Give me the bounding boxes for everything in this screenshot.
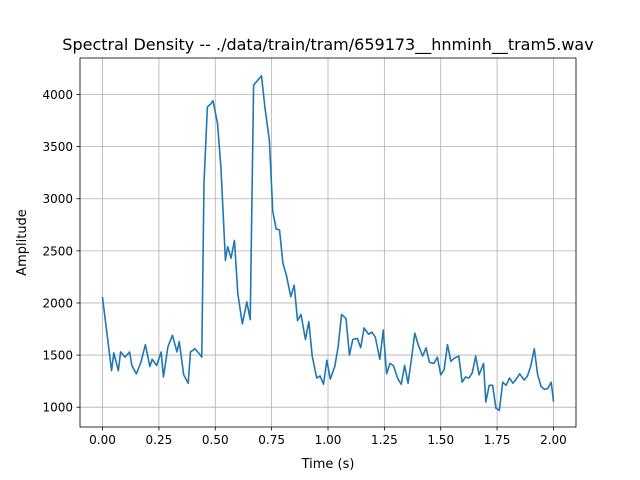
x-axis-label: Time (s) xyxy=(301,457,355,472)
series-layer xyxy=(101,74,555,412)
y-tick-label: 2500 xyxy=(42,244,73,258)
y-tick-label: 1500 xyxy=(42,349,73,363)
y-axis-label: Amplitude xyxy=(15,209,30,276)
x-axis: 0.00 0.25 0.50 0.75 1.00 1.25 1.50 1.75 2.00 xyxy=(89,427,567,447)
x-tick-label: 2.00 xyxy=(540,433,567,447)
x-tick-label: 0.25 xyxy=(146,433,173,447)
y-tick-label: 2000 xyxy=(42,296,73,310)
y-axis: 1000 1500 2000 2500 3000 3500 4000 xyxy=(42,88,80,415)
chart-title: Spectral Density -- ./data/train/tram/65… xyxy=(62,35,593,55)
x-tick-label: 1.75 xyxy=(484,433,511,447)
x-tick-label: 1.00 xyxy=(315,433,342,447)
grid xyxy=(80,58,576,427)
x-tick-label: 0.75 xyxy=(258,433,285,447)
y-tick-label: 3500 xyxy=(42,140,73,154)
x-tick-label: 0.00 xyxy=(89,433,116,447)
x-tick-label: 1.50 xyxy=(427,433,454,447)
series-line xyxy=(101,74,555,412)
y-tick-label: 4000 xyxy=(42,88,73,102)
x-tick-label: 0.50 xyxy=(202,433,229,447)
x-tick-label: 1.25 xyxy=(371,433,398,447)
y-tick-label: 3000 xyxy=(42,192,73,206)
y-tick-label: 1000 xyxy=(42,401,73,415)
